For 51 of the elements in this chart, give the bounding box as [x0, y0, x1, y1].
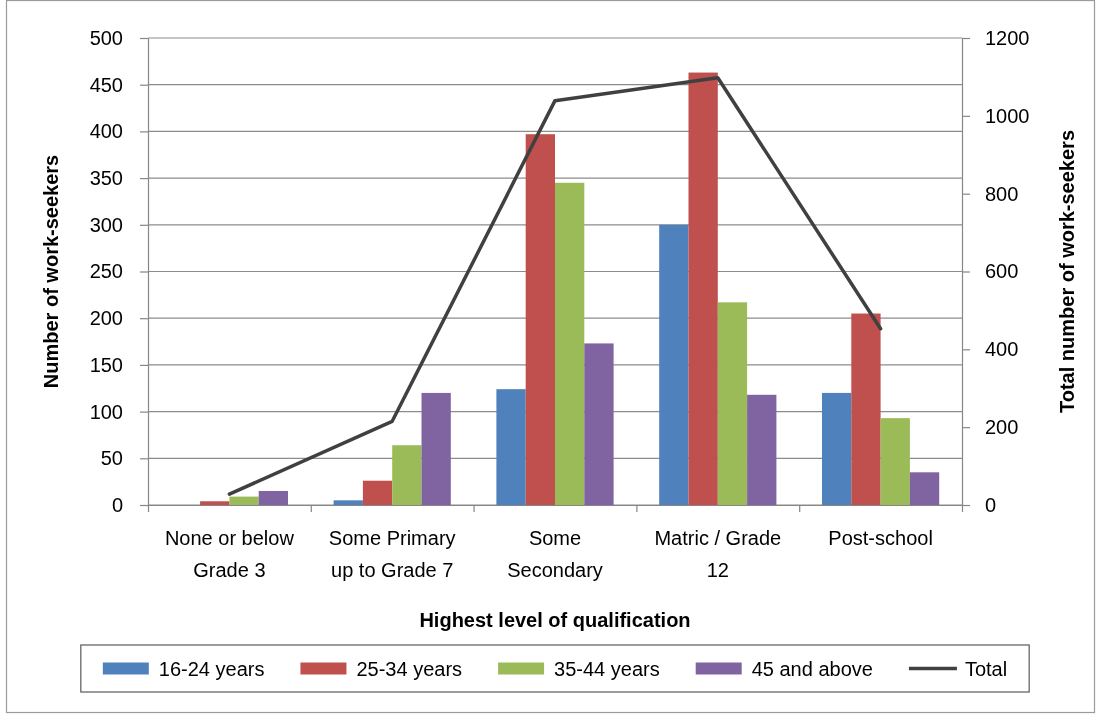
x-tick-label: Some Secondary [507, 527, 603, 582]
legend-label: 45 and above [751, 657, 873, 680]
bar [747, 394, 777, 505]
x-tick-label: Matric / Grade 12 [654, 527, 782, 582]
x-tick-label: Some Primary up to Grade 7 [328, 527, 456, 582]
y2-axis-title: Total number of work-seekers [1056, 129, 1078, 414]
bar [555, 182, 585, 505]
bar [659, 224, 689, 505]
y2-tick-label: 600 [985, 260, 1019, 283]
y2-tick-label: 0 [985, 493, 997, 516]
bar [392, 445, 422, 505]
y-tick-label: 500 [89, 26, 123, 49]
y-axis-title: Number of work-seekers [40, 154, 62, 389]
y-tick-label: 250 [89, 260, 123, 283]
y-tick-label: 50 [100, 447, 123, 470]
bar [200, 501, 230, 505]
bar [362, 480, 393, 505]
bar [909, 472, 940, 505]
y2-tick-label: 1200 [985, 26, 1030, 49]
x-tick-label: None or below Grade 3 [164, 527, 295, 582]
y2-tick-label: 400 [985, 338, 1019, 361]
legend-label: 35-44 years [554, 657, 660, 680]
y-tick-label: 400 [89, 120, 123, 143]
bar [821, 392, 852, 505]
bar [525, 134, 555, 505]
y-tick-label: 100 [89, 400, 123, 423]
y2-tick-label: 200 [985, 416, 1019, 439]
bar [851, 313, 881, 505]
y2-tick-label: 800 [985, 182, 1019, 205]
y-tick-label: 350 [89, 167, 123, 189]
bar [421, 392, 451, 505]
bar [258, 490, 289, 505]
bar [229, 496, 259, 505]
x-tick-label: Post-school [828, 527, 933, 550]
bar [584, 343, 614, 505]
y-tick-label: 450 [89, 73, 123, 96]
y-tick-label: 200 [89, 307, 123, 330]
y-tick-label: 300 [89, 213, 123, 236]
line-series [227, 75, 883, 496]
bar [880, 418, 910, 505]
bar [333, 500, 363, 505]
bar [717, 302, 748, 505]
x-axis-title: Highest level of qualification [419, 609, 691, 631]
legend-label: 16-24 years [158, 657, 265, 680]
y-tick-label: 0 [111, 493, 123, 516]
legend-label: Total [964, 657, 1008, 680]
bar [496, 389, 526, 505]
y-tick-label: 150 [89, 353, 123, 376]
y2-tick-label: 1000 [985, 104, 1030, 127]
bar [688, 72, 718, 505]
legend-label: 25-34 years [356, 657, 463, 680]
